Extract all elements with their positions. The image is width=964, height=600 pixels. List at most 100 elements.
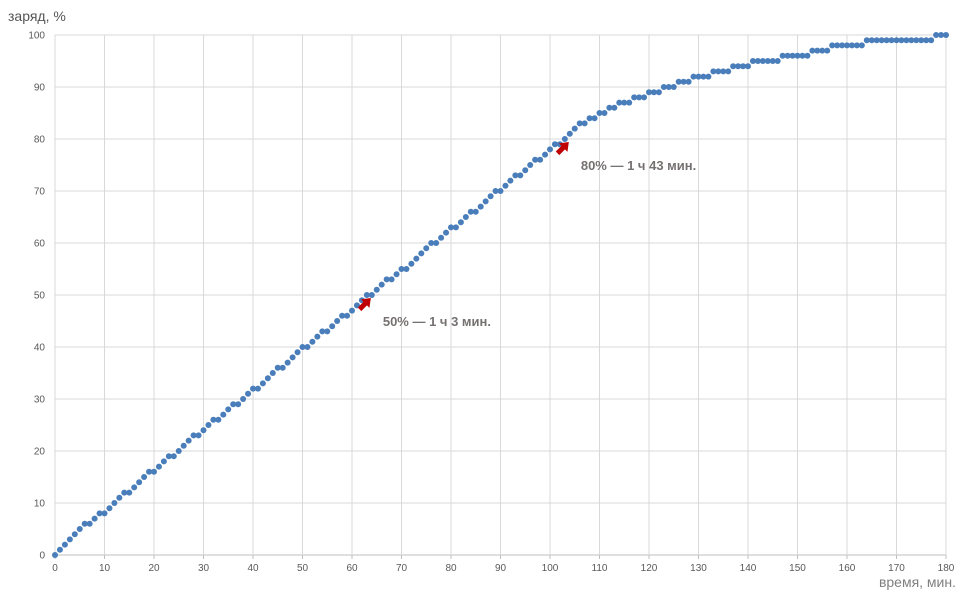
data-point	[269, 370, 276, 376]
data-point	[121, 489, 128, 496]
data-point	[136, 479, 143, 486]
data-point	[715, 68, 722, 75]
x-tick-label: 90	[495, 563, 507, 574]
data-point	[477, 203, 484, 210]
x-tick-label: 180	[938, 563, 955, 574]
x-tick-label: 50	[297, 563, 309, 574]
data-point	[289, 354, 296, 361]
data-point	[923, 37, 930, 44]
y-tick-labels: 0 10 20 30 40 50 60 70 80 90 100	[28, 31, 45, 562]
data-point	[863, 37, 870, 44]
data-point	[576, 120, 583, 127]
y-tick-label: 40	[34, 343, 46, 354]
data-point	[611, 104, 618, 111]
data-point	[943, 32, 949, 38]
data-point	[551, 141, 558, 148]
data-point	[561, 136, 568, 142]
x-tick-labels: 0 10 20 30 40 50 60 70 80 90 100 110 120 130 140 150 160…	[52, 563, 955, 574]
data-point	[126, 489, 133, 496]
data-point	[175, 448, 182, 454]
data-point	[700, 73, 707, 80]
data-point	[428, 240, 435, 246]
y-tick-label: 70	[34, 187, 46, 198]
data-point	[190, 432, 197, 439]
data-point	[566, 130, 573, 137]
data-point	[824, 47, 831, 54]
data-point	[517, 172, 524, 179]
data-point	[66, 536, 73, 543]
data-point	[304, 344, 311, 350]
data-point	[309, 338, 316, 345]
data-point	[284, 359, 291, 366]
data-point	[754, 58, 761, 64]
data-point	[71, 531, 78, 538]
data-point	[655, 89, 662, 96]
data-point	[695, 73, 702, 80]
data-point	[299, 344, 306, 350]
data-point	[537, 156, 544, 163]
data-point	[423, 245, 430, 252]
data-point	[220, 411, 227, 418]
x-tick-label: 20	[148, 563, 160, 574]
data-point	[650, 89, 657, 96]
data-point	[185, 437, 192, 444]
data-point	[670, 84, 677, 90]
y-tick-label: 0	[39, 551, 45, 562]
data-point	[225, 406, 232, 413]
data-point	[452, 224, 459, 231]
data-point	[378, 281, 385, 288]
data-point	[254, 385, 261, 392]
x-tick-label: 0	[52, 563, 58, 574]
data-point	[690, 73, 697, 80]
data-point	[96, 510, 103, 517]
annotation-arrow	[357, 298, 371, 312]
data-point	[586, 115, 593, 122]
data-point	[571, 125, 578, 132]
data-point	[264, 375, 271, 382]
x-tick-label: 150	[789, 563, 806, 574]
data-point	[784, 52, 791, 59]
data-point	[740, 63, 747, 70]
data-point	[240, 396, 247, 402]
data-point	[581, 120, 588, 127]
data-point	[665, 84, 672, 90]
data-point	[403, 266, 410, 272]
data-point	[730, 63, 737, 70]
data-point	[641, 94, 648, 101]
data-point	[908, 37, 915, 44]
data-point	[443, 229, 450, 236]
data-point	[646, 89, 652, 96]
data-point	[195, 432, 202, 439]
data-point	[462, 214, 469, 220]
data-point	[636, 94, 643, 101]
data-point	[215, 416, 222, 423]
data-point	[339, 312, 346, 319]
annotation-label: 50% — 1 ч 3 мин.	[383, 314, 491, 329]
data-point	[106, 505, 113, 512]
data-point	[888, 37, 895, 44]
data-point	[448, 224, 454, 231]
data-point	[769, 58, 776, 64]
data-point	[720, 68, 727, 75]
data-point	[52, 552, 58, 558]
x-tick-label: 120	[641, 563, 658, 574]
x-tick-label: 10	[99, 563, 111, 574]
x-tick-label: 130	[690, 563, 707, 574]
data-point	[91, 515, 98, 522]
data-point	[848, 42, 855, 49]
y-tick-label: 20	[34, 447, 46, 458]
x-tick-label: 70	[396, 563, 408, 574]
data-point	[368, 292, 375, 298]
data-point	[873, 37, 880, 44]
data-point	[913, 37, 920, 44]
data-point	[467, 208, 474, 215]
data-point	[542, 151, 549, 158]
data-point	[472, 208, 479, 215]
data-point	[918, 37, 925, 44]
data-point	[200, 427, 207, 434]
data-point	[61, 541, 68, 548]
data-point	[789, 52, 796, 59]
data-point	[749, 58, 756, 64]
y-tick-label: 50	[34, 291, 46, 302]
